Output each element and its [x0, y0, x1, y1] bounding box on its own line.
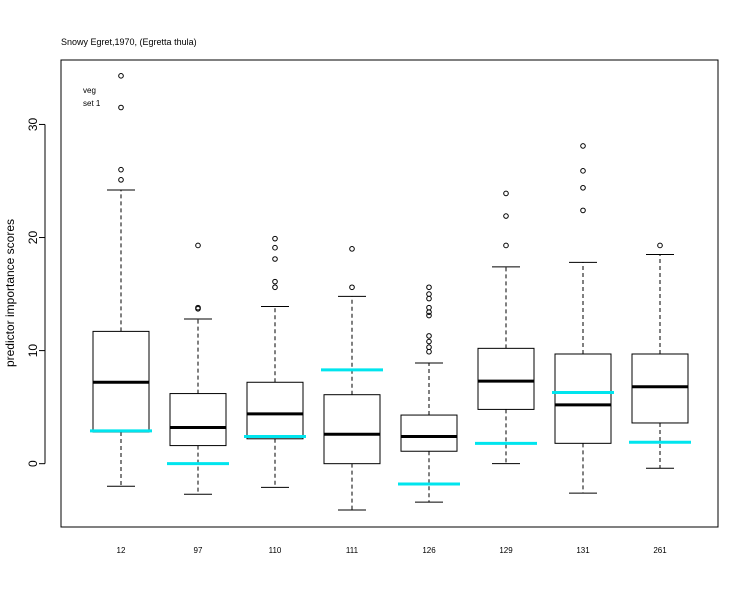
outlier-point — [118, 177, 124, 183]
x-tick-label: 261 — [653, 546, 667, 555]
box-group-129 — [475, 190, 537, 465]
outlier-point — [426, 312, 432, 319]
annotation-line-2: set 1 — [83, 99, 101, 108]
outlier-point — [426, 309, 432, 315]
y-axis: 0 10 20 30 — [26, 117, 46, 467]
y-tick-label: 30 — [26, 117, 40, 131]
y-tick-label: 10 — [26, 344, 40, 358]
chart-title: Snowy Egret,1970, (Egretta thula) — [61, 37, 197, 47]
x-tick-label: 131 — [576, 546, 590, 555]
iqr-box — [323, 394, 381, 465]
boxes-layer — [90, 73, 691, 511]
box-group-261 — [629, 242, 691, 469]
outlier-point — [272, 235, 278, 242]
outlier-point — [272, 256, 278, 262]
outlier-point — [426, 348, 432, 355]
plot-frame — [60, 59, 719, 528]
x-tick-label: 126 — [422, 546, 436, 555]
x-axis: 12 97 110 111 126 129 131 261 — [117, 546, 668, 555]
x-tick-label: 111 — [346, 546, 359, 555]
outlier-point — [503, 242, 509, 249]
outlier-point — [426, 291, 432, 297]
y-tick-label: 0 — [26, 460, 40, 467]
outlier-point — [118, 166, 124, 173]
iqr-box — [246, 381, 304, 440]
outlier-point — [272, 278, 278, 285]
outlier-point — [580, 207, 586, 214]
outlier-point — [118, 73, 124, 79]
outlier-point — [426, 304, 432, 311]
outlier-point — [118, 104, 124, 111]
y-tick-label: 20 — [26, 231, 40, 245]
annotation-line-1: veg — [83, 86, 96, 95]
outlier-point — [272, 244, 278, 251]
outlier-point — [349, 284, 355, 291]
iqr-box — [477, 347, 535, 410]
outlier-point — [426, 344, 432, 351]
x-tick-label: 97 — [194, 546, 203, 555]
iqr-box — [169, 393, 227, 447]
outlier-point — [272, 284, 278, 291]
x-tick-label: 129 — [499, 546, 513, 555]
iqr-box — [554, 353, 612, 444]
outlier-point — [195, 242, 201, 249]
outlier-point — [503, 213, 509, 219]
outlier-point — [426, 333, 432, 339]
outlier-point — [580, 168, 586, 174]
x-tick-label: 12 — [117, 546, 126, 555]
outlier-point — [580, 143, 586, 149]
outlier-point — [580, 184, 586, 191]
outlier-point — [426, 295, 432, 302]
outlier-point — [503, 190, 509, 197]
iqr-box — [631, 353, 689, 424]
box-group-110 — [244, 235, 306, 488]
outlier-point — [657, 242, 663, 249]
outlier-point — [426, 284, 432, 291]
y-axis-label: predictor importance scores — [3, 219, 17, 367]
box-group-97 — [167, 242, 229, 495]
iqr-box — [400, 414, 458, 452]
box-group-131 — [552, 143, 614, 494]
box-group-12 — [90, 73, 152, 487]
outlier-point — [349, 246, 355, 252]
box-group-111 — [321, 246, 383, 511]
box-group-126 — [398, 284, 460, 503]
outlier-point — [195, 304, 201, 311]
x-tick-label: 110 — [269, 546, 282, 555]
outlier-point — [426, 338, 432, 345]
